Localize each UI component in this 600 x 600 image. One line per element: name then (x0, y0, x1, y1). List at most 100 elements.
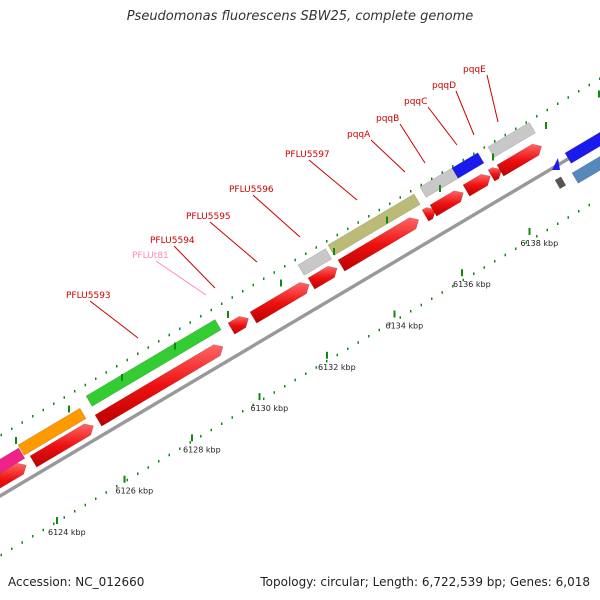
gene-label: PFLU5594 (150, 236, 195, 246)
blue-feature (451, 152, 485, 179)
backbone-track (0, 138, 600, 498)
lower-tick-dot (431, 297, 433, 300)
lower-tick-dot (378, 328, 380, 332)
cds-7 (337, 217, 420, 272)
lower-tick-dot (137, 472, 139, 475)
upper-tick-dot (105, 371, 107, 374)
label-leader-line (173, 245, 216, 289)
upper-tick-dot (74, 390, 76, 393)
cds-11 (487, 167, 502, 182)
genome-summary-text: Topology: circular; Length: 6,722,539 bp… (260, 575, 590, 589)
upper-tick-dot (557, 102, 559, 105)
lower-tick-dot (200, 435, 202, 438)
lower-tick-dot (483, 266, 485, 269)
upper-major-tick (439, 185, 441, 192)
upper-major-tick (598, 90, 600, 98)
lower-tick-dot (557, 222, 559, 225)
upper-tick-dot (116, 365, 118, 368)
lower-tick-dot (410, 310, 412, 313)
map-title: Pseudomonas fluorescens SBW25, complete … (126, 9, 474, 24)
lower-tick-dot (578, 210, 580, 213)
upper-tick-dot (42, 408, 44, 412)
lower-tick-dot (231, 416, 233, 419)
upper-tick-dot (284, 265, 286, 268)
gray-feature-2 (419, 167, 460, 198)
lower-tick-dot (546, 228, 548, 232)
magenta-feature (0, 447, 26, 474)
major-tick (56, 517, 58, 524)
lower-tick-dot (210, 428, 212, 432)
label-leader-line (427, 106, 458, 146)
upper-tick-dot (357, 221, 359, 224)
upper-tick-dot (21, 421, 23, 424)
major-tick (191, 434, 193, 442)
upper-tick-dot (221, 302, 223, 305)
upper-tick-dot (399, 196, 401, 199)
gene-label: pqqB (376, 114, 399, 124)
upper-tick-dot (305, 252, 307, 255)
lower-tick-dot (168, 453, 170, 457)
label-leader-line (308, 159, 358, 201)
upper-tick-dot (189, 321, 191, 324)
cds-3 (94, 344, 224, 427)
cds-9 (429, 190, 464, 217)
upper-tick-dot (483, 146, 485, 149)
upper-tick-dot (578, 90, 580, 93)
lower-tick-dot (504, 253, 506, 257)
lower-tick-dot (357, 341, 359, 344)
upper-tick-dot (452, 165, 454, 168)
upper-tick-dot (137, 352, 139, 355)
upper-major-tick (15, 437, 17, 444)
lower-tick-dot (588, 203, 590, 207)
tick-label: 6130 kbp (251, 404, 289, 413)
upper-tick-dot (504, 133, 506, 137)
upper-tick-dot (53, 402, 55, 405)
gray-marker (554, 176, 566, 189)
tick-label: 6124 kbp (48, 528, 86, 537)
upper-tick-dot (567, 96, 569, 99)
upper-tick-dot (431, 177, 433, 180)
lower-tick-dot (473, 272, 475, 275)
lower-tick-dot (515, 247, 517, 250)
upper-tick-dot (473, 152, 475, 155)
lower-tick-dot (95, 497, 97, 500)
gene-label: PFLU5593 (66, 291, 111, 301)
upper-tick-dot (63, 396, 65, 399)
lower-tick-dot (189, 441, 191, 444)
upper-tick-dot (441, 171, 443, 174)
label-leader-line (486, 74, 499, 123)
upper-tick-dot (336, 233, 338, 237)
cds-track (0, 143, 542, 489)
upper-tick-dot (389, 202, 391, 205)
upper-tick-dot (273, 271, 275, 274)
lower-tick-dot (11, 547, 13, 550)
lower-tick-dot (305, 372, 307, 375)
lower-tick-dot (294, 378, 296, 382)
lower-tick-dot (399, 316, 401, 319)
upper-tick-dot (263, 277, 265, 280)
gene-label: PFLUt81 (132, 251, 169, 261)
upper-tick-dot (242, 290, 244, 293)
upper-tick-dot (536, 115, 538, 118)
gene-label: PFLU5595 (186, 212, 231, 222)
olive-feature (327, 193, 421, 256)
gene-label: PFLU5597 (285, 150, 330, 160)
upper-tick-dot (231, 296, 233, 299)
lower-tick-dot (147, 466, 149, 469)
label-leader-line (89, 300, 139, 339)
blue-feature-2 (564, 131, 600, 164)
cds-12 (496, 143, 542, 177)
upper-tick-dot (420, 183, 422, 187)
tick-label: 6134 kbp (386, 322, 424, 331)
lower-tick-dot (105, 491, 107, 494)
label-layer: PFLU5593 PFLUt81 PFLU5594 PFLU5595 PFLU5596 P… (66, 65, 499, 339)
major-tick (461, 269, 463, 277)
upper-tick-dot (158, 340, 160, 343)
upper-tick-dot (210, 308, 212, 312)
lower-tick-dot (126, 478, 128, 482)
gene-label: pqqD (432, 81, 456, 91)
lower-tick-dot (536, 235, 538, 238)
cds-4 (227, 316, 249, 335)
lower-tick-dot (263, 397, 265, 400)
